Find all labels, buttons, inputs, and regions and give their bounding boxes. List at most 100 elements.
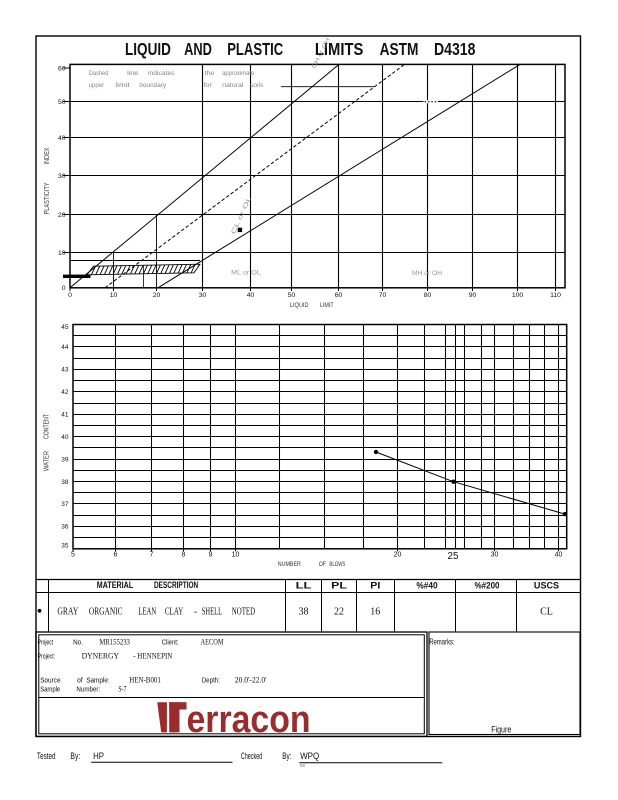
svg-text:DESCRIPTION: DESCRIPTION <box>154 580 198 590</box>
svg-text:for: for <box>204 82 213 89</box>
svg-text:Dashed: Dashed <box>89 70 109 77</box>
svg-text:BLOWS: BLOWS <box>329 561 345 568</box>
svg-text:NOTED: NOTED <box>232 607 255 618</box>
svg-text:44: 44 <box>61 344 69 351</box>
svg-text:upper: upper <box>89 82 105 89</box>
svg-text:S-7: S-7 <box>118 685 126 694</box>
svg-text:LL: LL <box>296 580 312 590</box>
svg-text:39: 39 <box>61 456 69 463</box>
svg-text:40: 40 <box>58 135 66 142</box>
svg-text:Figure: Figure <box>491 725 511 735</box>
svg-text:9: 9 <box>209 552 213 559</box>
svg-text:indicates: indicates <box>148 70 175 77</box>
svg-text:LIQUID: LIQUID <box>125 39 171 59</box>
svg-text:By:: By: <box>282 751 291 761</box>
svg-text:CL: CL <box>540 607 553 618</box>
svg-text:boundary: boundary <box>139 82 166 89</box>
svg-text:Project:: Project: <box>38 653 56 660</box>
svg-text:20: 20 <box>153 292 161 299</box>
svg-text:6: 6 <box>114 552 118 559</box>
svg-text:%#40: %#40 <box>416 580 437 590</box>
svg-text:PI: PI <box>370 580 380 590</box>
svg-text:0: 0 <box>62 285 66 292</box>
svg-text:50: 50 <box>288 292 296 299</box>
svg-text:36: 36 <box>61 524 69 531</box>
svg-text:LIMITS: LIMITS <box>315 39 364 59</box>
svg-text:ORGANIC: ORGANIC <box>89 607 123 618</box>
svg-text:20: 20 <box>394 552 402 559</box>
svg-text:WPQ: WPQ <box>300 751 319 761</box>
svg-text:10: 10 <box>232 552 240 559</box>
svg-text:Project: Project <box>38 640 54 647</box>
svg-text:38: 38 <box>61 479 69 486</box>
svg-text:ML or OL: ML or OL <box>231 269 261 276</box>
svg-text:25: 25 <box>448 551 459 562</box>
svg-text:0: 0 <box>68 292 72 299</box>
svg-text:45: 45 <box>61 324 69 331</box>
svg-text:50: 50 <box>58 99 66 106</box>
svg-text:22: 22 <box>334 607 344 618</box>
svg-text:AECOM: AECOM <box>201 638 224 647</box>
svg-text:DYNERGY: DYNERGY <box>82 651 120 660</box>
svg-text:-: - <box>194 607 197 618</box>
svg-text:8: 8 <box>182 552 186 559</box>
svg-text:OF: OF <box>319 561 326 568</box>
svg-text:90: 90 <box>469 292 477 299</box>
svg-text:WATER: WATER <box>42 451 51 471</box>
svg-text:Number:: Number: <box>76 687 100 694</box>
svg-text:Client:: Client: <box>162 640 179 647</box>
svg-text:soils: soils <box>250 82 264 89</box>
svg-text:LIMIT: LIMIT <box>320 302 334 309</box>
svg-text:37: 37 <box>61 501 69 508</box>
svg-text:20: 20 <box>58 212 66 219</box>
svg-text:INDEX: INDEX <box>42 148 51 165</box>
svg-text:PLASTICITY: PLASTICITY <box>42 183 51 215</box>
svg-text:CLAY: CLAY <box>165 607 183 618</box>
svg-text:limit: limit <box>115 82 130 89</box>
svg-text:110: 110 <box>550 292 561 299</box>
svg-text:10: 10 <box>110 292 118 299</box>
svg-text:MATERIAL: MATERIAL <box>97 580 134 590</box>
svg-text:of: of <box>77 677 83 684</box>
svg-text:30: 30 <box>199 292 207 299</box>
svg-text:60: 60 <box>58 66 66 73</box>
svg-text:PLASTIC: PLASTIC <box>227 39 283 59</box>
svg-text:the: the <box>205 70 215 77</box>
svg-text:MH or OH: MH or OH <box>412 270 442 277</box>
svg-text:30: 30 <box>58 173 66 180</box>
svg-text:HP: HP <box>93 751 104 761</box>
svg-text:16: 16 <box>370 607 380 618</box>
svg-text:7: 7 <box>150 552 154 559</box>
svg-text:BII: BII <box>300 763 305 768</box>
svg-text:AND: AND <box>184 39 212 59</box>
svg-text:- HENNEPIN: - HENNEPIN <box>133 651 172 660</box>
svg-text:Tested: Tested <box>37 751 56 761</box>
svg-text:Remarks:: Remarks: <box>429 637 455 646</box>
svg-text:approximate: approximate <box>222 70 254 77</box>
svg-text:LIQUID: LIQUID <box>290 302 309 309</box>
svg-text:70: 70 <box>379 292 387 299</box>
svg-text:HEN-B001: HEN-B001 <box>129 675 161 684</box>
svg-text:USCS: USCS <box>534 580 559 590</box>
svg-text:No.: No. <box>73 640 83 647</box>
svg-text:100: 100 <box>512 292 524 299</box>
svg-text:60: 60 <box>335 292 343 299</box>
svg-text:Checked: Checked <box>241 751 262 761</box>
svg-text:42: 42 <box>61 389 69 396</box>
svg-text:PL: PL <box>331 580 347 590</box>
svg-text:SHELL: SHELL <box>202 607 222 618</box>
svg-text:NUMBER: NUMBER <box>278 561 301 568</box>
svg-text:43: 43 <box>61 367 69 374</box>
svg-text:30: 30 <box>491 552 499 559</box>
svg-text:LEAN: LEAN <box>138 607 156 618</box>
svg-text:CONTENT: CONTENT <box>42 414 51 439</box>
svg-text:Sample: Sample <box>40 687 60 694</box>
svg-text:D4318: D4318 <box>434 39 476 59</box>
svg-text:erracon: erracon <box>187 699 311 741</box>
svg-text:5: 5 <box>71 552 75 559</box>
svg-text:80: 80 <box>424 292 432 299</box>
svg-text:35: 35 <box>61 543 69 550</box>
svg-text:40: 40 <box>247 292 255 299</box>
svg-text:Sample:: Sample: <box>86 677 110 684</box>
svg-text:20.0'-22.0': 20.0'-22.0' <box>235 675 267 684</box>
